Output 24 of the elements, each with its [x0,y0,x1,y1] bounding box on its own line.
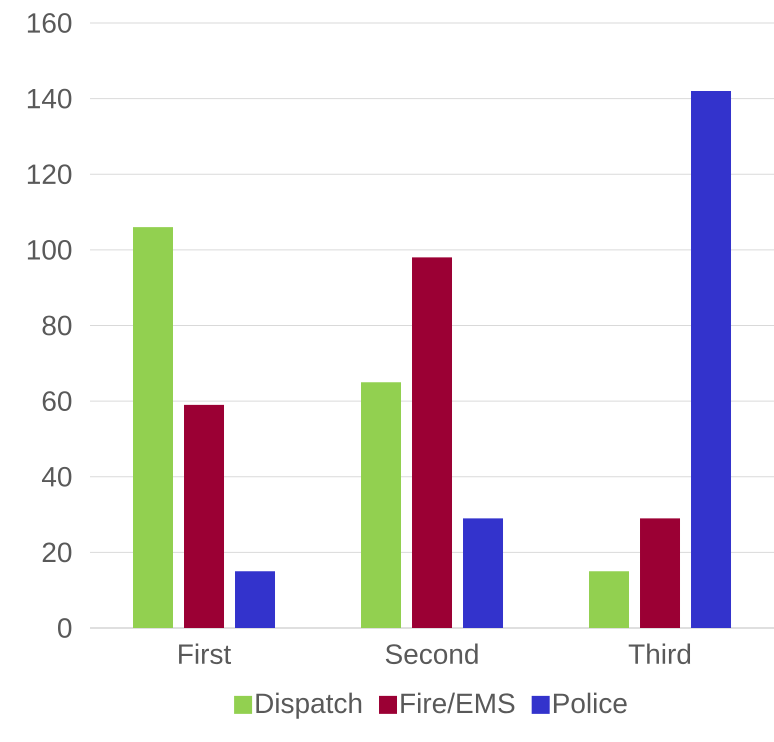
y-tick-label: 20 [42,542,72,562]
y-tick-label: 120 [28,164,72,184]
legend-label: Fire/EMS [401,692,514,714]
y-tick-label: 160 [28,13,72,33]
y-tick-label: 40 [42,466,72,487]
y-tick-label: 100 [28,240,72,260]
y-tick-label: 60 [42,391,72,412]
x-tick-label: Second [386,644,478,664]
bar [412,257,452,628]
x-tick-label: Third [628,644,690,664]
bar [589,571,630,628]
y-tick-label: 0 [58,618,72,638]
y-tick-label: 140 [28,88,72,109]
bar [463,518,504,628]
legend-label: Dispatch [256,692,362,719]
bar [640,518,680,628]
x-tick-label: First [179,644,232,664]
bar [361,382,402,628]
bar [184,404,224,628]
legend-label: Police [554,692,627,714]
bar [235,571,276,628]
y-tick-label: 80 [42,316,72,336]
bar [691,91,732,628]
bar [133,227,174,628]
